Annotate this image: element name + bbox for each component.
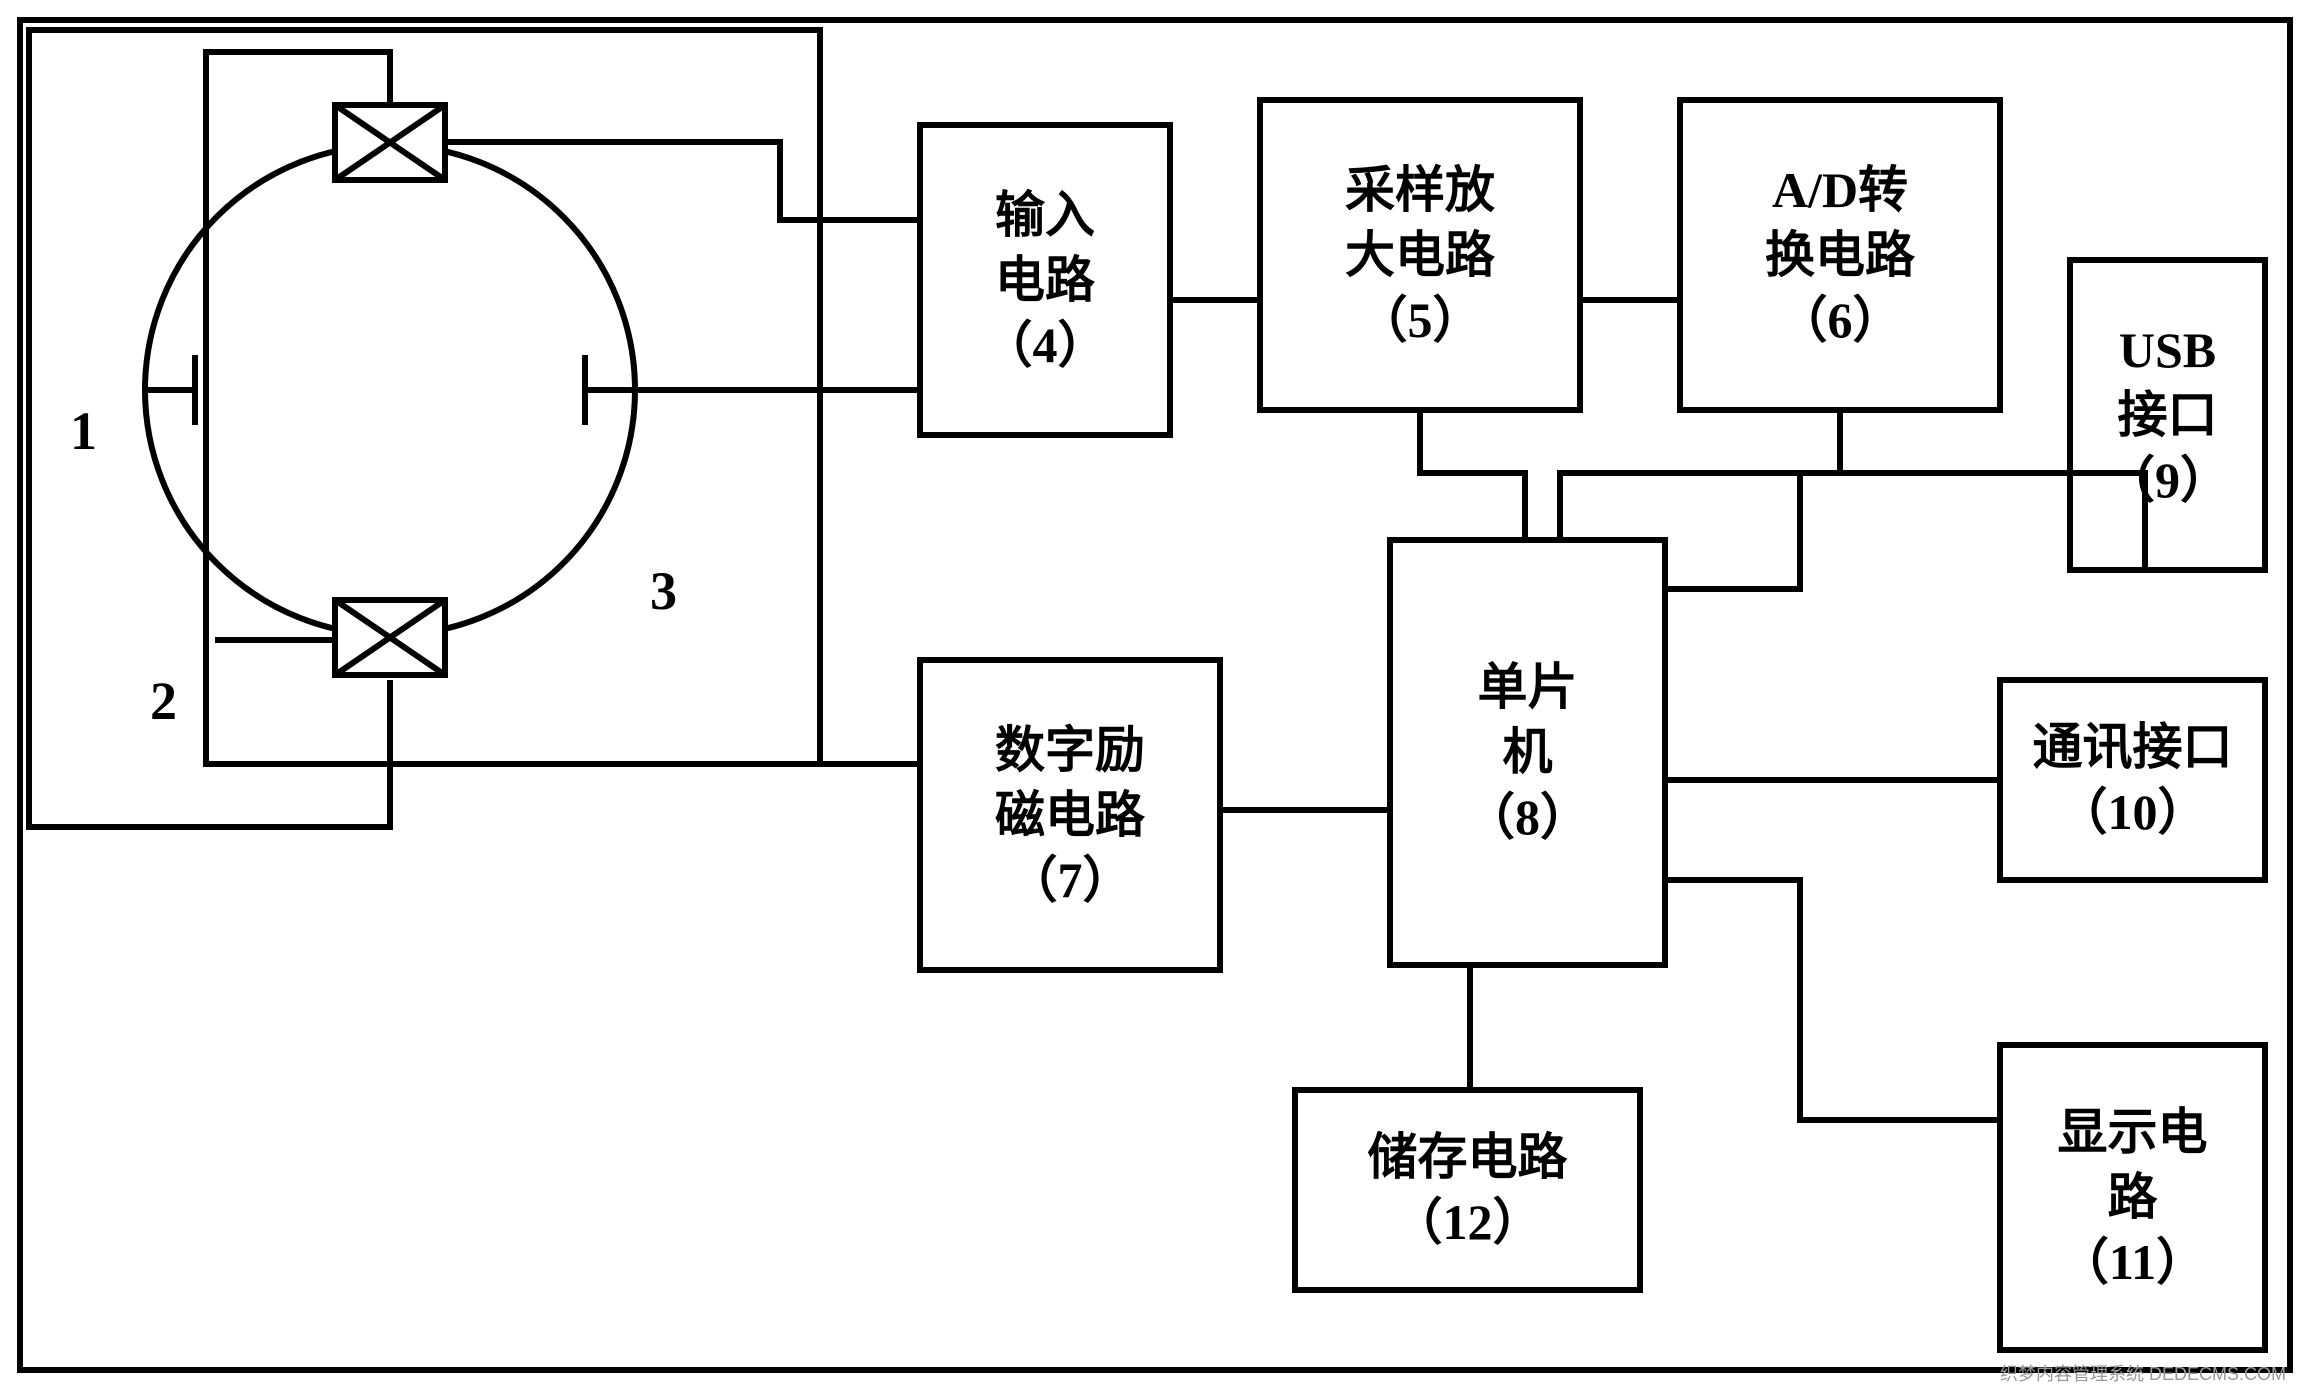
- num-label-n3: 3: [650, 560, 677, 622]
- watermark: 织梦内容管理系统 DEDECMS.COM: [2000, 1360, 2286, 1386]
- num-label-n2: 2: [150, 670, 177, 732]
- block-b8: 单片机（8）: [1390, 540, 1665, 965]
- block-b6: A/D转换电路（6）: [1680, 100, 2000, 410]
- block-b4: 输入电路（4）: [920, 125, 1170, 435]
- block-b12: 储存电路（12）: [1295, 1090, 1640, 1290]
- block-b11: 显示电路（11）: [2000, 1045, 2265, 1350]
- block-b9: USB接口（9）: [2070, 260, 2265, 570]
- block-b10: 通讯接口（10）: [2000, 680, 2265, 880]
- num-label-n1: 1: [70, 400, 97, 462]
- block-b5: 采样放大电路（5）: [1260, 100, 1580, 410]
- block-b7: 数字励磁电路（7）: [920, 660, 1220, 970]
